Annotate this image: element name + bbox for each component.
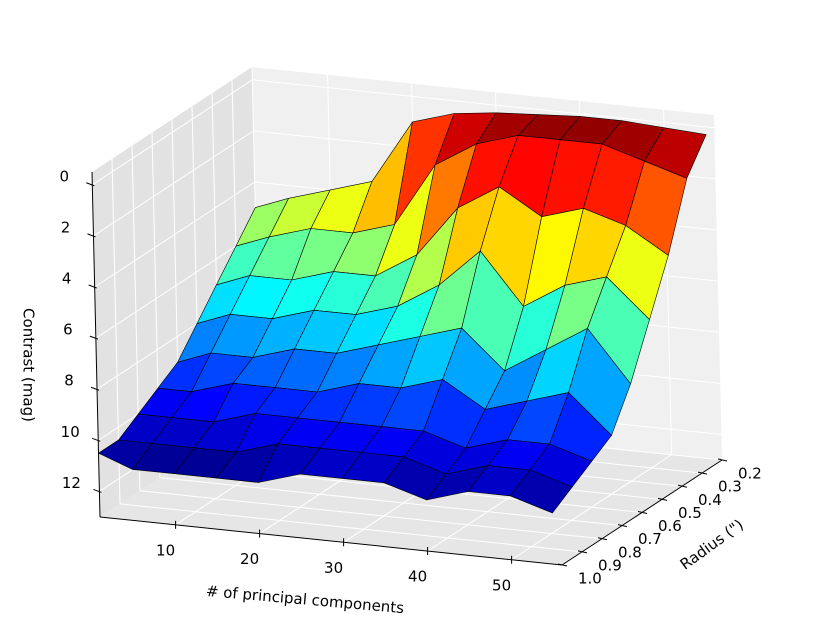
z-tick-label: 8 xyxy=(64,372,74,390)
grid-line xyxy=(93,130,254,237)
grid-line xyxy=(92,79,253,186)
tick-mark xyxy=(93,488,102,493)
tick-mark xyxy=(86,182,95,187)
z-tick-label: 10 xyxy=(61,423,80,441)
grid-line xyxy=(95,232,257,339)
axis-line xyxy=(99,516,563,566)
y-tick-label: 0.5 xyxy=(678,504,702,522)
y-tick-label: 0.9 xyxy=(598,556,622,574)
x-tick-label: 20 xyxy=(240,550,259,568)
y-tick-label: 0.2 xyxy=(738,465,762,483)
grid-line xyxy=(159,477,623,527)
z-tick-label: 2 xyxy=(61,218,71,236)
z-tick-label: 12 xyxy=(62,474,81,492)
x-tick-label: 40 xyxy=(408,568,427,586)
tick-mark xyxy=(577,550,588,554)
tick-mark xyxy=(92,437,101,442)
tick-mark xyxy=(717,458,728,462)
tick-mark xyxy=(697,471,708,475)
x-tick-label: 30 xyxy=(324,559,343,577)
y-tick-label: 0.6 xyxy=(658,517,682,535)
z-tick-label: 0 xyxy=(60,167,70,185)
axis-line xyxy=(91,171,101,518)
x-tick-label: 10 xyxy=(156,541,175,559)
grid-line xyxy=(139,490,603,540)
tick-mark xyxy=(597,537,608,541)
tick-mark xyxy=(677,484,688,488)
tick-mark xyxy=(90,386,100,391)
y-tick-label: 1.0 xyxy=(578,570,602,588)
y-tick-label: 0.3 xyxy=(718,478,742,496)
y-tick-label: 0.7 xyxy=(638,530,662,548)
tick-mark xyxy=(637,511,648,514)
z-axis-label: Contrast (mag) xyxy=(20,308,38,422)
tick-mark xyxy=(87,233,96,238)
surface-patch xyxy=(509,469,573,514)
x-tick-label: 50 xyxy=(492,576,511,594)
y-tick-label: 0.4 xyxy=(698,491,722,509)
tick-mark xyxy=(89,335,99,340)
grid-line xyxy=(94,181,255,288)
z-tick-label: 6 xyxy=(63,321,73,339)
tick-mark xyxy=(617,524,628,528)
y-axis-label: Radius (") xyxy=(677,516,747,574)
y-tick-label: 0.8 xyxy=(618,543,642,561)
tick-mark xyxy=(88,284,97,289)
tick-mark xyxy=(657,497,668,501)
grid-line xyxy=(119,503,583,553)
tick-mark xyxy=(557,563,568,567)
grid-line xyxy=(252,79,715,129)
z-tick-label: 4 xyxy=(62,270,72,288)
x-axis-label: # of principal components xyxy=(205,582,405,617)
